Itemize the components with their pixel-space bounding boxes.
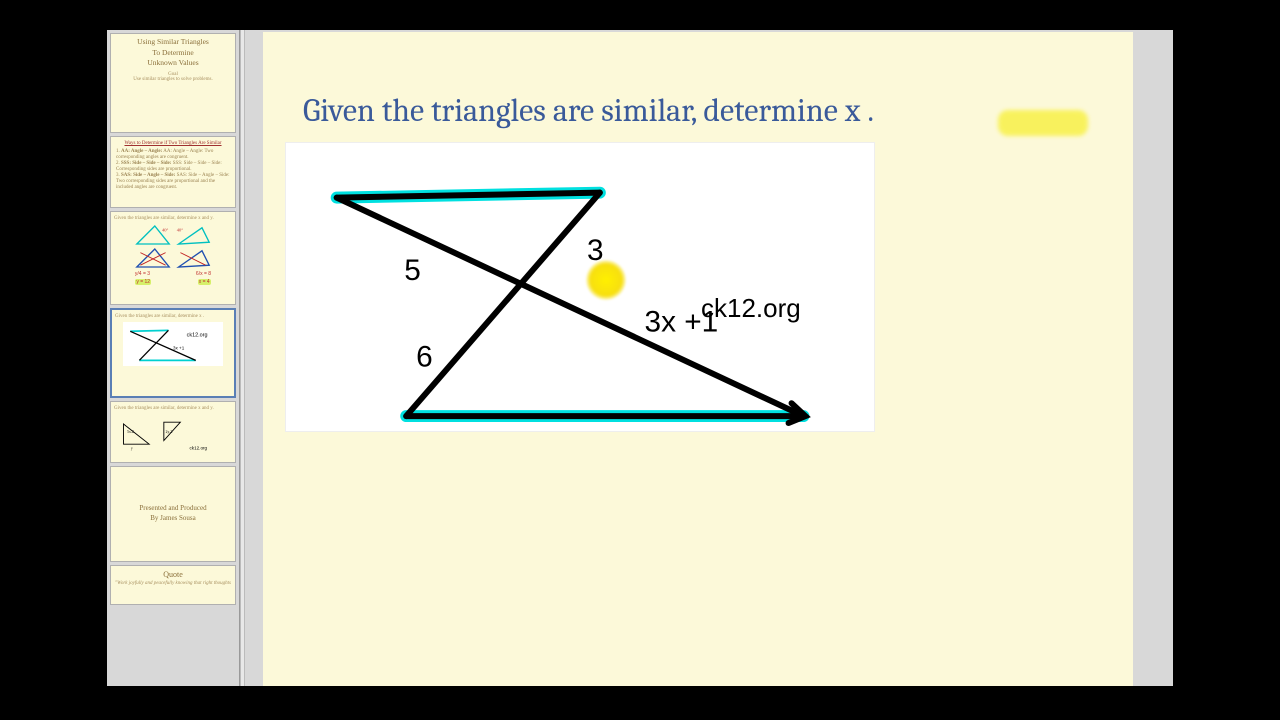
thumb1-line3: Unknown Values <box>114 59 232 68</box>
figure-attribution: ck12.org <box>701 293 801 324</box>
thumb5-header: Given the triangles are similar, determi… <box>114 406 232 412</box>
thumb-1-title[interactable]: Using Similar Triangles To Determine Unk… <box>110 33 236 133</box>
triangle-figure: 5 3 6 3x +1 ck12.org <box>285 142 875 432</box>
thumb7-text: "Work joyfully and peacefully knowing th… <box>114 581 232 587</box>
thumb6-l2: By James Sousa <box>114 514 232 522</box>
svg-text:3x +1: 3x +1 <box>173 345 185 350</box>
thumb2-header: Ways to Determine if Two Triangles Are S… <box>114 141 232 147</box>
thumb-6-credits[interactable]: Presented and Produced By James Sousa <box>110 466 236 562</box>
thumb-7-quote[interactable]: Quote "Work joyfully and peacefully know… <box>110 565 236 605</box>
thumb3-ann-r1: 6/x = 8 <box>196 271 211 277</box>
figure-svg: 5 3 6 3x +1 <box>286 143 874 431</box>
thumb2-item2: 2. SSS: Side – Side – Side: SSS: Side – … <box>114 161 232 173</box>
thumb1-sub2: Use similar triangles to solve problems. <box>114 77 232 83</box>
svg-text:40°: 40° <box>177 227 184 232</box>
thumb-2-methods[interactable]: Ways to Determine if Two Triangles Are S… <box>110 136 236 208</box>
thumb4-attrib: ck12.org <box>187 332 208 338</box>
thumb3-tri-right: 40° <box>175 224 211 246</box>
thumb5-figure: 5x-2 y 2y-3 ck12.org <box>118 414 228 456</box>
thumb4-header: Given the triangles are similar, determi… <box>115 314 231 320</box>
thumb6-l1: Presented and Produced <box>114 504 232 512</box>
svg-text:40°: 40° <box>162 227 169 232</box>
thumb7-title: Quote <box>114 570 232 579</box>
label-5: 5 <box>404 254 421 287</box>
thumb-5-next[interactable]: Given the triangles are similar, determi… <box>110 401 236 463</box>
svg-text:ck12.org: ck12.org <box>190 445 208 450</box>
thumb-3-worked[interactable]: Given the triangles are similar, determi… <box>110 211 236 305</box>
thumb1-line1: Using Similar Triangles <box>114 38 232 47</box>
thumb2-item1: 1. AA: Angle – Angle: AA: Angle – Angle:… <box>114 149 232 161</box>
thumb3-ann-r2: x = 4 <box>198 279 211 285</box>
label-6: 6 <box>416 340 433 373</box>
thumb3-ann-l2: y = 12 <box>135 279 151 285</box>
thumb2-item3: 3. SAS: Side – Angle – Side: SAS: Side –… <box>114 173 232 191</box>
thumb-4-current[interactable]: Given the triangles are similar, determi… <box>110 308 236 398</box>
highlight-vertex <box>586 260 626 300</box>
svg-text:y: y <box>131 446 133 450</box>
thumb4-figure: ck12.org 3x +1 <box>123 322 223 366</box>
thumb3-header: Given the triangles are similar, determi… <box>114 216 232 222</box>
svg-text:2y-3: 2y-3 <box>166 430 173 434</box>
main-area: Given the triangles are similar, determi… <box>245 30 1173 686</box>
slide-title: Given the triangles are similar, determi… <box>303 92 874 129</box>
thumbnail-panel: Using Similar Triangles To Determine Unk… <box>107 30 240 686</box>
thumb3-content: 40° 40° <box>114 224 232 306</box>
highlight-title <box>998 110 1088 136</box>
thumb3-tri-bl <box>135 247 171 269</box>
thumb3-tri-br <box>175 247 211 269</box>
svg-text:5x-2: 5x-2 <box>127 430 134 434</box>
thumb3-tri-left: 40° <box>135 224 171 246</box>
thumb1-line2: To Determine <box>114 49 232 58</box>
current-slide: Given the triangles are similar, determi… <box>263 32 1133 686</box>
thumb3-ann-l1: y/4 = 3 <box>135 271 150 277</box>
presentation-stage: Using Similar Triangles To Determine Unk… <box>107 30 1173 686</box>
